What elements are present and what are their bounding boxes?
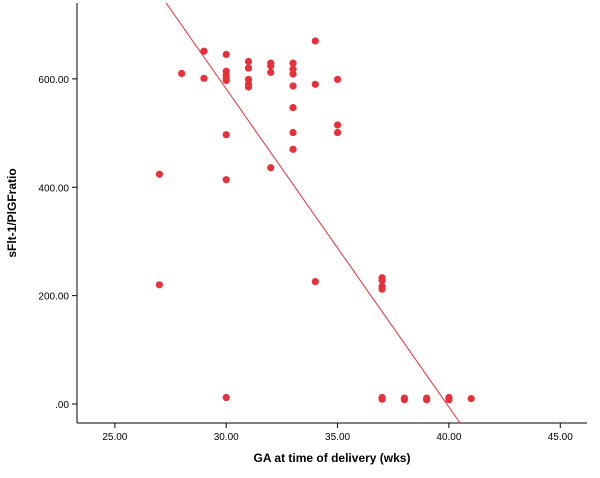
data-point (244, 83, 253, 91)
data-point (378, 395, 386, 403)
x-tick-label: 40.00 (436, 432, 461, 443)
data-point (244, 64, 253, 72)
data-point (222, 176, 230, 184)
data-point (289, 82, 297, 90)
data-point (155, 170, 164, 178)
data-point (333, 75, 342, 84)
y-tick-label: 200.00 (38, 292, 69, 303)
x-tick-label: 35.00 (325, 432, 350, 443)
data-point (378, 276, 386, 285)
data-point (289, 70, 297, 78)
data-point (155, 281, 164, 289)
y-axis-ticks: .00 200.00 400.00 600.00 (38, 75, 77, 411)
data-point (178, 69, 186, 78)
data-point (222, 131, 230, 139)
data-point (311, 277, 319, 286)
y-tick-label: 600.00 (38, 75, 69, 86)
x-tick-label: 45.00 (548, 432, 573, 443)
data-point (467, 395, 475, 403)
data-point (222, 76, 230, 85)
data-point (311, 80, 319, 88)
data-point (445, 396, 453, 404)
y-axis-title: sFlt-1/PlGFratio (5, 168, 19, 257)
data-point (222, 393, 230, 402)
x-tick-label: 25.00 (102, 432, 127, 443)
data-point (333, 121, 342, 129)
data-point (400, 396, 408, 404)
data-point (289, 103, 297, 112)
data-point (289, 145, 297, 153)
data-point (333, 128, 342, 137)
x-axis-ticks: 25.00 30.00 35.00 40.00 45.00 (102, 423, 573, 443)
data-point (200, 47, 208, 55)
y-tick-label: .00 (55, 400, 69, 411)
plot-area: 25.00 30.00 35.00 40.00 45.00 .00 200.00 400.0… (38, 2, 587, 443)
fit-line (165, 2, 461, 424)
data-point (289, 59, 297, 67)
y-tick-label: 400.00 (38, 183, 69, 194)
x-tick-label: 30.00 (214, 432, 239, 443)
data-point (378, 285, 386, 293)
data-point (267, 62, 275, 70)
data-point (200, 74, 208, 82)
data-point (222, 50, 230, 59)
data-points (155, 37, 475, 404)
data-point (244, 57, 253, 66)
data-point (289, 128, 297, 137)
x-axis-title: GA at time of delivery (wks) (254, 451, 411, 465)
data-point (423, 396, 431, 404)
data-point (267, 68, 275, 76)
data-point (311, 37, 319, 45)
data-point (267, 164, 275, 172)
